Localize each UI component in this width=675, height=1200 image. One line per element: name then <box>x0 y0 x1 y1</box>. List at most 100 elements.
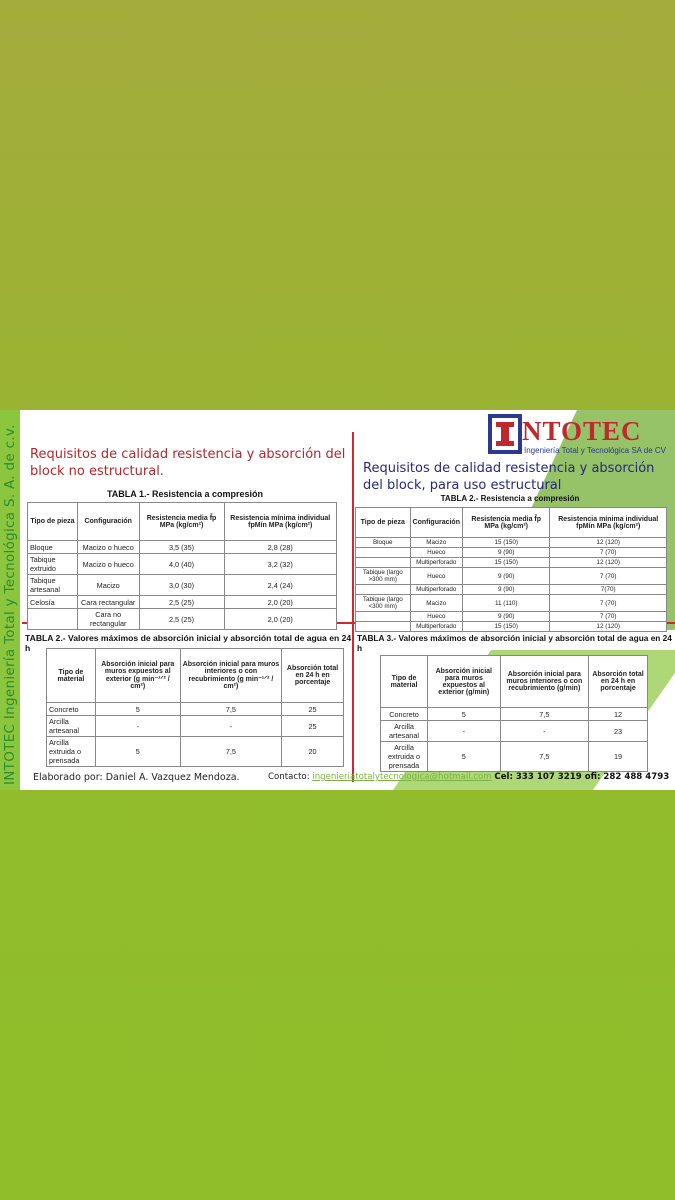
table-cell: Multiperforado <box>409 584 463 595</box>
table-cell: - <box>427 720 501 742</box>
table-cell: 5 <box>94 736 181 767</box>
table-cell: Tabique artesanal <box>27 574 78 596</box>
footer-author: Elaborado por: Daniel A. Vazquez Mendoza… <box>33 772 240 783</box>
table-cell: Macizo <box>76 574 140 596</box>
green-side-strip <box>0 410 20 790</box>
table-cell: 9 (90) <box>461 584 551 595</box>
table3-absorption: Tipo de material Absorción inicial para m… <box>379 655 648 772</box>
table-cell: Arcilla extruida o prensada <box>379 741 429 772</box>
table2-structural-caption: TABLA 2.- Resistencia a compresión <box>440 494 580 503</box>
contact-phones: Cel: 333 107 3219 ofi: 282 488 4793 <box>494 772 670 782</box>
table-cell: 7,5 <box>179 702 283 716</box>
table-header: Resistencia media f̄p MPa (kg/cm²) <box>138 502 225 541</box>
table-cell: 2,5 (25) <box>138 608 225 630</box>
table-header: Resistencia mínima individual fpMín MPa … <box>223 502 338 541</box>
table-cell: 7 (70) <box>549 547 667 558</box>
table-cell: 12 <box>588 707 648 721</box>
table-row: Tabique (largo >300 mm) Hueco 9 (90) 7 (70) <box>355 567 667 585</box>
table-cell: Tabique extruido <box>27 553 78 575</box>
table-header: Absorción inicial para muros interiores … <box>179 648 283 703</box>
table-header: Resistencia mínima individual fpMín MPa … <box>549 507 667 538</box>
table-cell: Hueco <box>409 611 463 622</box>
table-row: Hueco 9 (90) 7 (70) <box>355 611 667 622</box>
table-cell: 7,5 <box>179 736 283 767</box>
table-cell: - <box>94 715 181 737</box>
table-cell: 12 (120) <box>549 557 667 568</box>
table-cell: 20 <box>281 736 344 767</box>
table-cell: 3,0 (30) <box>138 574 225 596</box>
table-row: Tabique artesanal Macizo 3,0 (30) 2,4 (24) <box>27 574 338 596</box>
table1-compression: Tipo de pieza Configuración Resistencia me… <box>27 502 338 630</box>
table-cell: 25 <box>281 715 344 737</box>
table-cell: Arcilla artesanal <box>46 715 96 737</box>
table-row: Arcilla artesanal - -23 <box>379 720 648 742</box>
table-cell: Cara no rectangular <box>76 608 140 630</box>
table-row: Multiperforado 15 (150) 12 (120) <box>355 557 667 568</box>
table-cell: 2,8 (28) <box>223 540 338 554</box>
table-cell: Arcilla artesanal <box>379 720 429 742</box>
table-row: Hueco 9 (90) 7 (70) <box>355 547 667 558</box>
table-cell: 5 <box>427 741 501 772</box>
table-cell: 9 (90) <box>461 547 551 558</box>
table-header: Tipo de material <box>46 648 96 703</box>
table-cell <box>355 584 411 595</box>
table-cell: 9 (90) <box>461 567 551 585</box>
table-cell: 2,0 (20) <box>223 595 338 609</box>
contact-email-link[interactable]: ingenieriatotalytecnologica@hotmail.com <box>312 772 492 782</box>
table-cell: Concreto <box>379 707 429 721</box>
table-row: Bloque Macizo o hueco 3,5 (35) 2,8 (28) <box>27 540 338 554</box>
logo-name: NTOTEC <box>522 416 642 446</box>
table-row: Arcilla extruida o prensada 5 7,5 19 <box>379 741 648 772</box>
table-row: Concreto 5 7,5 25 <box>46 702 344 716</box>
table-cell: Hueco <box>409 547 463 558</box>
table-row: Arcilla artesanal - -25 <box>46 715 344 737</box>
table-cell: 15 (150) <box>461 537 551 548</box>
table-cell: - <box>179 715 283 737</box>
table-header: Absorción inicial para muros expuestos a… <box>94 648 181 703</box>
table1-caption: TABLA 1.- Resistencia a compresión <box>106 489 264 499</box>
table-cell: Hueco <box>409 567 463 585</box>
table-header: Absorción total en 24 h en porcentaje <box>281 648 344 703</box>
table-row: Concreto 5 7,5 12 <box>379 707 648 721</box>
intotec-logo-mark <box>488 414 522 454</box>
table-header: Configuración <box>76 502 140 541</box>
table-cell: Arcilla extruida o prensada <box>46 736 96 767</box>
table-header: Absorción inicial para muros interiores … <box>499 655 590 708</box>
table-cell: Macizo o hueco <box>76 540 140 554</box>
table-cell: 7,5 <box>499 707 590 721</box>
table-cell: 19 <box>588 741 648 772</box>
table-header: Tipo de pieza <box>355 507 411 538</box>
table-header: Absorción total en 24 h en porcentaje <box>588 655 648 708</box>
footer-contact: Contacto: ingenieriatotalytecnologica@ho… <box>268 772 669 782</box>
table-header: Tipo de pieza <box>27 502 78 541</box>
table-row: Celosía Cara rectangular 2,5 (25) 2,0 (20) <box>27 595 338 609</box>
table-cell: 12 (120) <box>549 621 667 632</box>
table-cell <box>355 547 411 558</box>
table-header: Absorción inicial para muros expuestos a… <box>427 655 501 708</box>
table-cell: Macizo <box>409 537 463 548</box>
table-cell: 2,5 (25) <box>138 595 225 609</box>
table-row: Tabique extruido Macizo o hueco 4,0 (40) 3,… <box>27 553 338 575</box>
table-cell: 5 <box>94 702 181 716</box>
table-cell: 12 (120) <box>549 537 667 548</box>
table-cell: 5 <box>427 707 501 721</box>
table-row: Multiperforado 15 (150) 12 (120) <box>355 621 667 632</box>
table-cell: Bloque <box>355 537 411 548</box>
table3-caption: TABLA 3.- Valores máximos de absorción i… <box>357 633 672 653</box>
table2-structural-compression: Tipo de pieza Configuración Resistencia me… <box>355 507 667 632</box>
table-cell: - <box>499 720 590 742</box>
table-cell <box>355 611 411 622</box>
contact-label: Contacto: <box>268 772 310 782</box>
table2-absorption: Tipo de material Absorción inicial para m… <box>46 648 344 767</box>
table-cell: 7 (70) <box>549 594 667 612</box>
table-cell: 7 (70) <box>549 611 667 622</box>
table-row: Bloque Macizo 15 (150) 12 (120) <box>355 537 667 548</box>
table-cell: 3,2 (32) <box>223 553 338 575</box>
table-cell: Multiperforado <box>409 557 463 568</box>
left-title: Requisitos de calidad resistencia y abso… <box>30 447 346 479</box>
table-cell: 15 (150) <box>461 557 551 568</box>
red-divider-horizontal <box>22 622 675 624</box>
table-header: Resistencia media f̄p MPa (kg/cm²) <box>461 507 551 538</box>
table2-absorption-caption: TABLA 2.- Valores máximos de absorción i… <box>25 633 352 653</box>
table-cell: 7,5 <box>499 741 590 772</box>
